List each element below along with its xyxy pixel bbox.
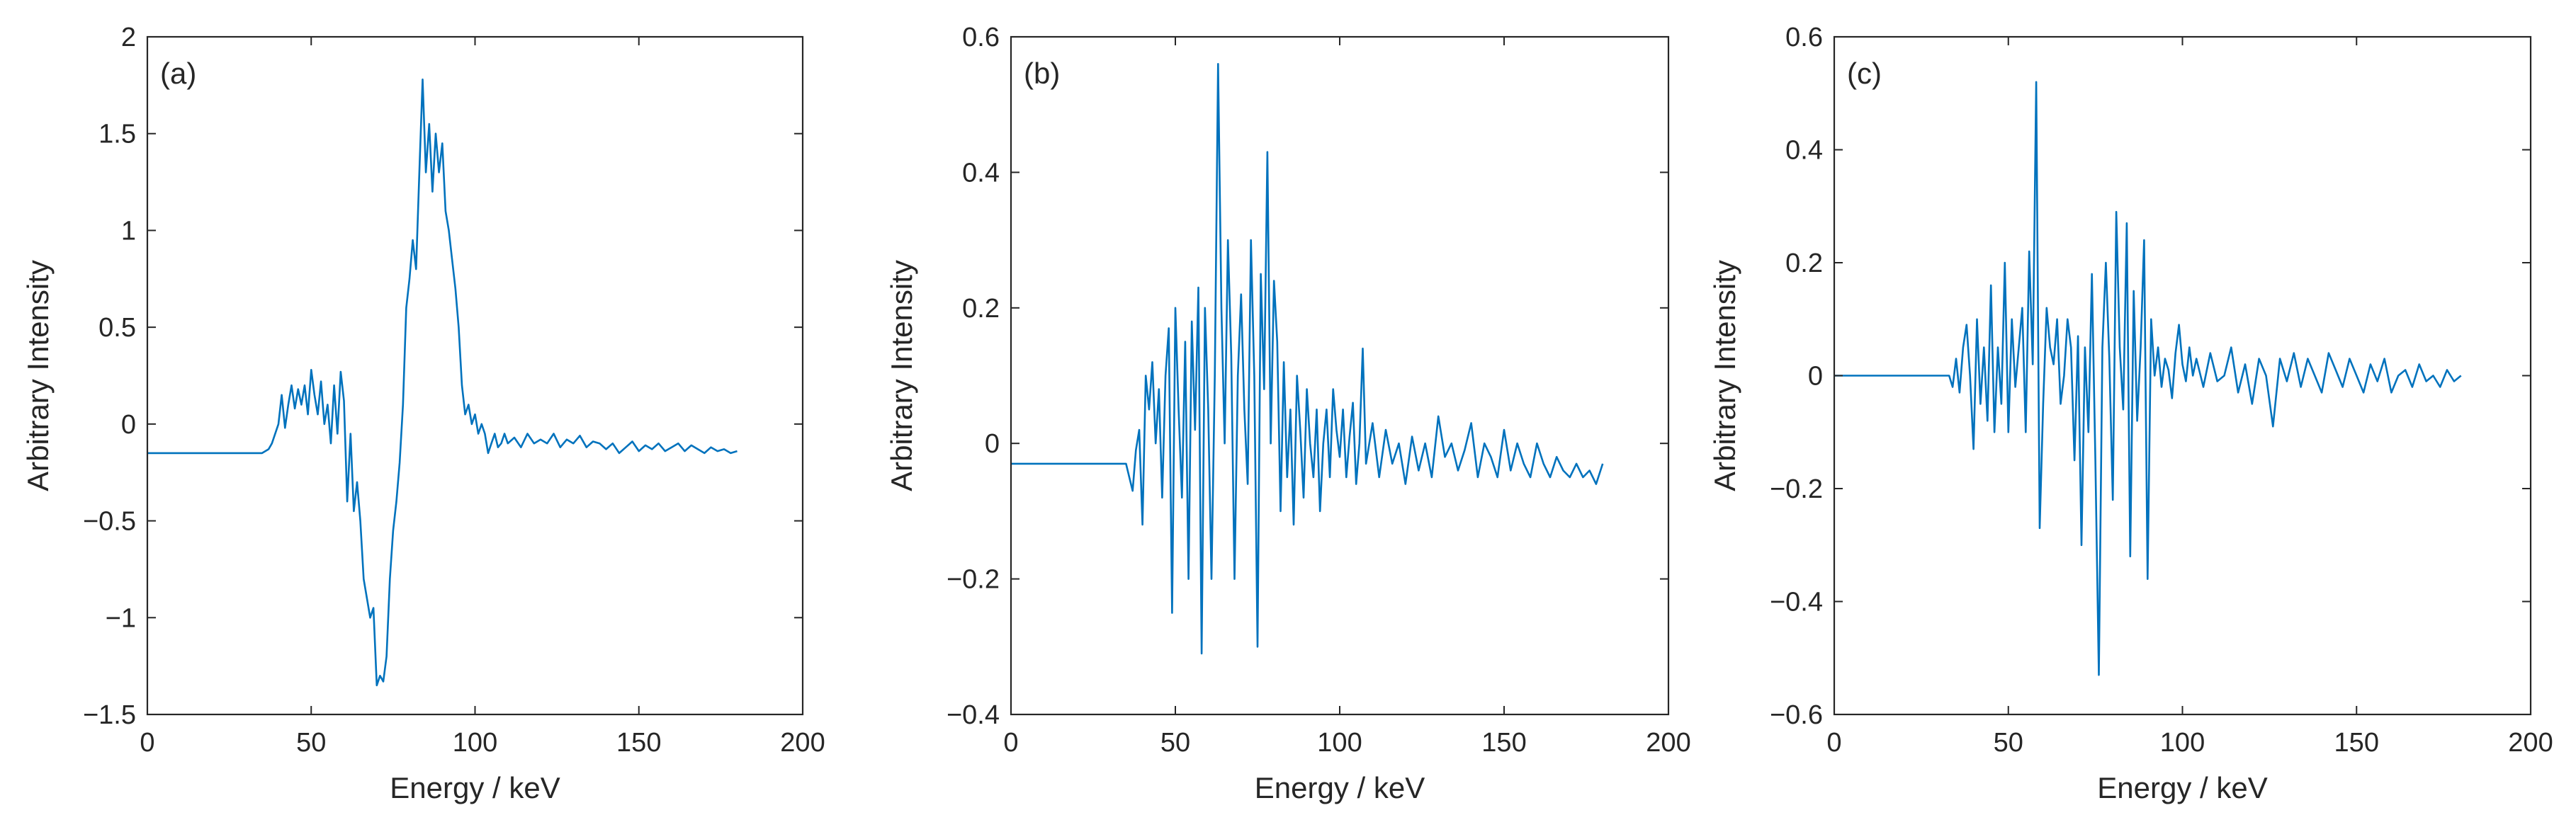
y-tick-label: 0.4 xyxy=(962,158,1000,188)
panel-label: (c) xyxy=(1847,57,1882,90)
series-line xyxy=(1834,81,2462,676)
y-tick-label: 0.5 xyxy=(98,313,136,343)
chart-panel-3: 0 50 100 150 200 −0.6 −0.4 −0.2 0 0.2 0.4 0.6 Energy… xyxy=(1708,23,2553,804)
x-tick-label: 50 xyxy=(296,728,326,758)
y-tick-label: 2 xyxy=(121,23,136,52)
panel-label: (b) xyxy=(1024,57,1060,90)
x-axis-label: Energy / keV xyxy=(2097,771,2267,804)
series-line xyxy=(1011,63,1604,655)
y-tick-label: 0.2 xyxy=(1785,249,1823,278)
y-tick-label: −0.4 xyxy=(947,700,1000,730)
y-tick-label: 0 xyxy=(985,429,1000,459)
chart-panel-2: 0 50 100 150 200 −0.4 −0.2 0 0.2 0.4 0.6 Energy / k… xyxy=(885,23,1691,804)
y-tick-label: −0.2 xyxy=(947,565,1000,595)
y-tick-label: 0.6 xyxy=(1785,23,1823,52)
y-tick-label: 0.6 xyxy=(962,23,1000,52)
x-axis-label: Energy / keV xyxy=(1255,771,1425,804)
y-tick-label: 0.2 xyxy=(962,294,1000,324)
y-tick-label: 0.4 xyxy=(1785,136,1823,166)
y-axis-label: Arbitrary Intensity xyxy=(885,260,918,491)
x-tick-label: 200 xyxy=(1646,728,1690,758)
y-tick-label: 1 xyxy=(121,216,136,246)
y-tick-label: −0.2 xyxy=(1770,474,1823,504)
y-tick-label: −1.5 xyxy=(83,700,136,730)
x-tick-label: 150 xyxy=(1481,728,1526,758)
panel-label: (a) xyxy=(160,57,196,90)
x-tick-label: 50 xyxy=(1160,728,1190,758)
y-axis-label: Arbitrary Intensity xyxy=(1708,260,1741,491)
x-tick-label: 200 xyxy=(780,728,825,758)
x-tick-label: 0 xyxy=(1003,728,1018,758)
y-tick-label: −1 xyxy=(106,603,136,633)
y-axis-label: Arbitrary Intensity xyxy=(21,260,55,491)
x-tick-label: 0 xyxy=(140,728,154,758)
x-tick-label: 150 xyxy=(616,728,661,758)
y-tick-label: 0 xyxy=(1808,362,1823,392)
panels: 0 50 100 150 200 −1.5 −1 −0.5 0 0.5 1 1.5 2 Energy / … xyxy=(21,23,2553,804)
chart-panel-1: 0 50 100 150 200 −1.5 −1 −0.5 0 0.5 1 1.5 2 Energy / … xyxy=(21,23,825,804)
series-line xyxy=(147,78,738,687)
x-tick-label: 200 xyxy=(2508,728,2553,758)
x-tick-label: 100 xyxy=(2160,728,2205,758)
x-tick-label: 50 xyxy=(1994,728,2023,758)
y-tick-label: −0.6 xyxy=(1770,700,1823,730)
x-tick-label: 100 xyxy=(1317,728,1362,758)
y-tick-label: −0.4 xyxy=(1770,588,1823,617)
x-tick-label: 150 xyxy=(2334,728,2379,758)
y-tick-label: 0 xyxy=(121,410,136,440)
y-tick-label: 1.5 xyxy=(98,120,136,149)
x-tick-label: 0 xyxy=(1826,728,1841,758)
x-tick-label: 100 xyxy=(453,728,497,758)
y-tick-label: −0.5 xyxy=(83,507,136,537)
x-axis-label: Energy / keV xyxy=(390,771,560,804)
